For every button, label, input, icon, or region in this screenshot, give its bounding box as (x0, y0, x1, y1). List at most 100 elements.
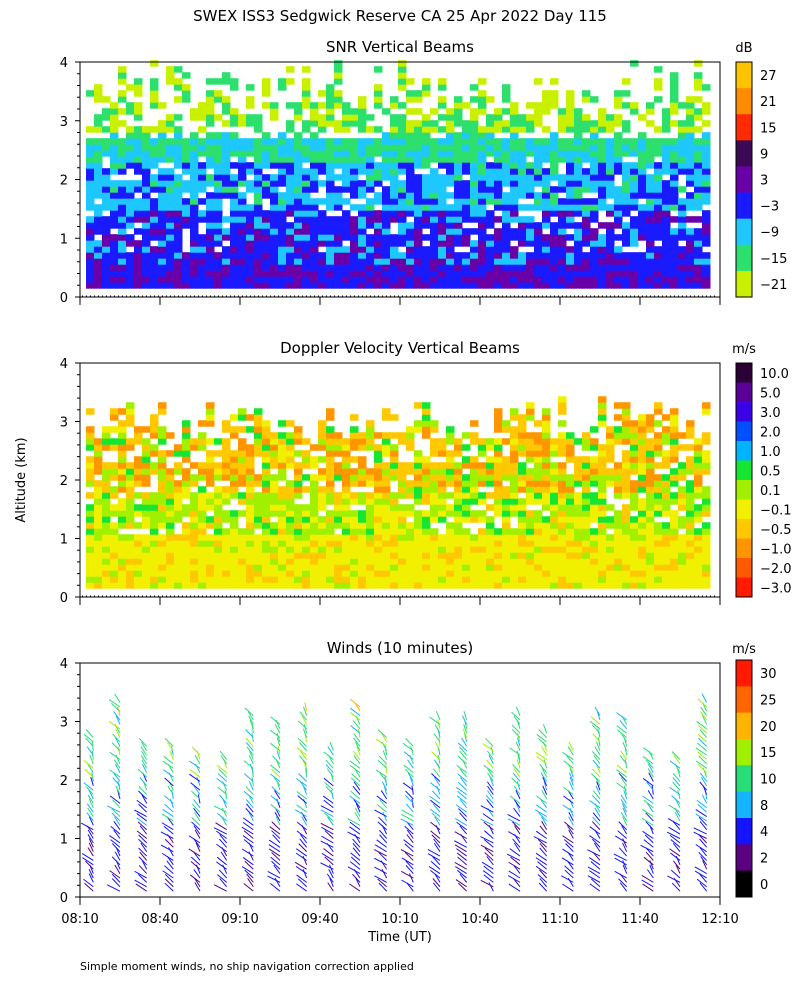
snr-cell (406, 78, 415, 85)
snr-cell (438, 264, 447, 271)
wind-barb (513, 785, 521, 795)
snr-cell (582, 138, 591, 145)
snr-cell (94, 240, 103, 247)
snr-cell (366, 198, 375, 205)
doppler-cell (222, 552, 231, 559)
snr-cell (574, 264, 583, 271)
doppler-cell (318, 504, 327, 511)
snr-cell (214, 114, 223, 121)
doppler-cell (182, 450, 191, 457)
doppler-cell (654, 510, 663, 517)
doppler-cell (198, 582, 207, 589)
snr-cell (134, 102, 143, 109)
snr-cell (518, 276, 527, 283)
doppler-cell (534, 558, 543, 565)
doppler-cell (86, 438, 95, 445)
doppler-cell (542, 426, 551, 433)
doppler-cell (414, 402, 423, 409)
doppler-cell (174, 492, 183, 499)
wind-barb (540, 799, 548, 809)
snr-cell (110, 108, 119, 115)
colorbar-label: −0.1 (760, 503, 792, 518)
snr-cell (374, 210, 383, 217)
doppler-cell (390, 582, 399, 589)
snr-cell (262, 210, 271, 217)
doppler-cell (94, 552, 103, 559)
snr-cell (262, 150, 271, 157)
snr-cell (134, 198, 143, 205)
doppler-cell (254, 540, 263, 547)
doppler-cell (262, 432, 271, 439)
doppler-cell (654, 480, 663, 487)
doppler-cell (534, 474, 543, 481)
snr-cell (390, 156, 399, 163)
snr-cell (158, 252, 167, 259)
snr-cell (638, 204, 647, 211)
snr-cell (638, 222, 647, 229)
wind-barb (272, 755, 281, 765)
wind-barb (111, 843, 121, 853)
snr-cell (302, 126, 311, 133)
doppler-cell (390, 444, 399, 451)
doppler-cell (214, 468, 223, 475)
wind-barb (374, 875, 387, 883)
snr-cell (646, 162, 655, 169)
snr-cell (382, 108, 391, 115)
snr-cell (470, 156, 479, 163)
wind-barb (271, 768, 281, 778)
snr-cell (670, 258, 679, 265)
doppler-cell (614, 564, 623, 571)
snr-cell (390, 174, 399, 181)
snr-cell (166, 192, 175, 199)
snr-cell (142, 276, 151, 283)
doppler-cell (550, 504, 559, 511)
snr-cell (190, 174, 199, 181)
wind-barb (427, 848, 441, 857)
wind-barb (480, 818, 494, 826)
wind-barb (568, 829, 574, 839)
wind-barb (535, 751, 547, 760)
snr-cell (502, 180, 511, 187)
doppler-cell (614, 558, 623, 565)
snr-cell (190, 228, 199, 235)
doppler-cell (566, 504, 575, 511)
snr-cell (230, 264, 239, 271)
snr-cell (542, 144, 551, 151)
snr-cell (158, 144, 167, 151)
snr-cell (670, 84, 679, 91)
doppler-cell (574, 480, 583, 487)
snr-cell (422, 234, 431, 241)
snr-cell (670, 78, 679, 85)
snr-cell (174, 126, 183, 133)
doppler-cell (446, 474, 455, 481)
snr-cell (134, 270, 143, 277)
doppler-cell (158, 432, 167, 439)
doppler-cell (382, 516, 391, 523)
snr-cell (566, 198, 575, 205)
snr-cell (502, 282, 511, 289)
wind-barb (114, 864, 121, 874)
snr-cell (646, 210, 655, 217)
snr-cell (270, 180, 279, 187)
snr-cell (662, 234, 671, 241)
snr-cell (638, 234, 647, 241)
snr-cell (190, 210, 199, 217)
doppler-cell (662, 492, 671, 499)
snr-cell (542, 150, 551, 157)
doppler-cell (550, 516, 559, 523)
snr-cell (550, 270, 559, 277)
doppler-cell (414, 510, 423, 517)
snr-cell (230, 210, 239, 217)
wind-barb (589, 826, 601, 835)
wind-barb (276, 732, 281, 743)
wind-barb (325, 764, 334, 774)
doppler-cell (358, 570, 367, 577)
doppler-cell (542, 570, 551, 577)
doppler-cell (294, 438, 303, 445)
doppler-cell (702, 546, 711, 553)
doppler-cell (446, 468, 455, 475)
snr-cell (534, 204, 543, 211)
snr-cell (358, 108, 367, 115)
snr-cell (142, 228, 151, 235)
snr-cell (134, 186, 143, 193)
